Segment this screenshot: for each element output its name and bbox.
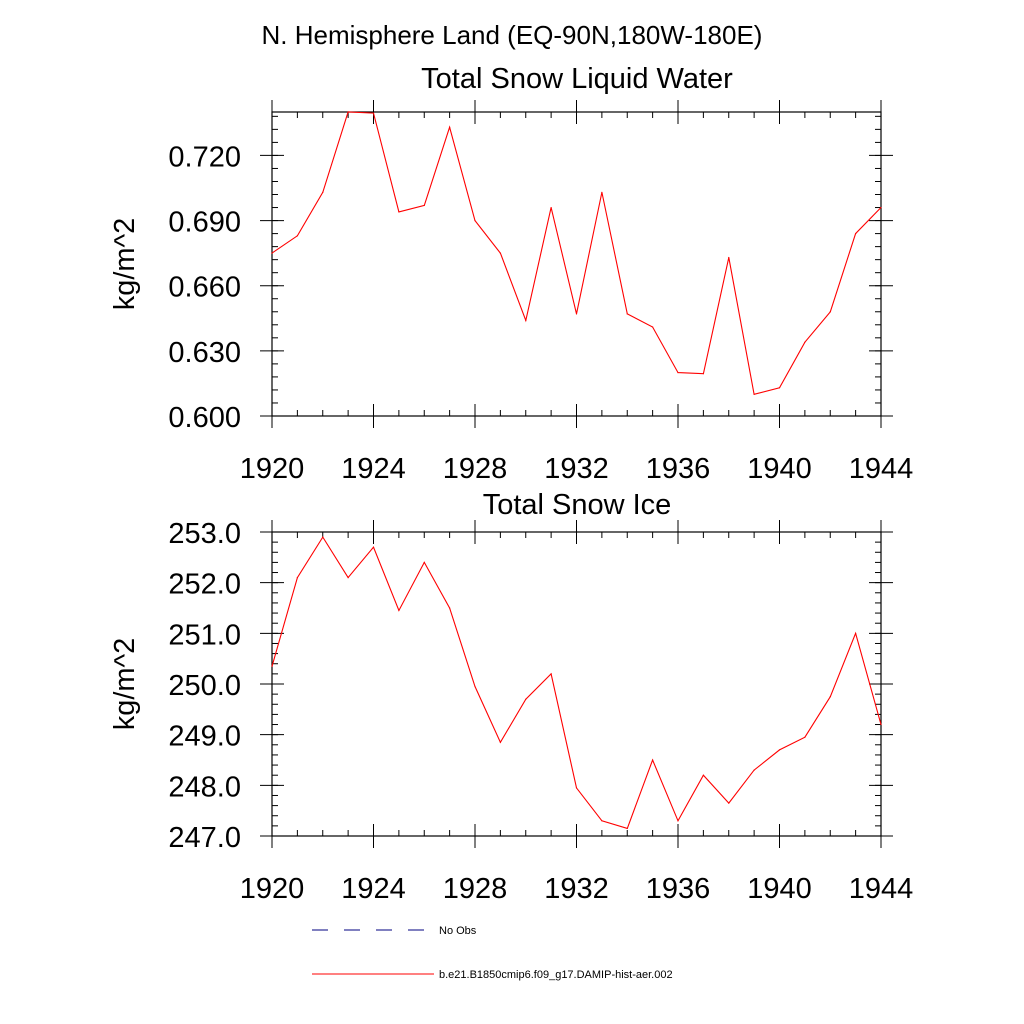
y-tick-label: 253.0 (168, 518, 241, 550)
x-tick-label: 1928 (443, 873, 508, 905)
x-tick-label: 1932 (544, 873, 609, 905)
panel-snow-liquid-water: Total Snow Liquid Water kg/m^2 1920 1924 1… (109, 63, 913, 485)
data-point (880, 723, 882, 726)
data-point (778, 387, 781, 389)
y-tick-label: 247.0 (168, 822, 241, 854)
data-point (855, 233, 857, 235)
x-tick-label: 1928 (443, 453, 508, 485)
data-point (855, 632, 857, 634)
data-point (626, 827, 628, 830)
data-point (347, 111, 349, 113)
data-point (753, 769, 755, 771)
data-point (525, 698, 527, 700)
data-point (550, 673, 552, 675)
data-point (322, 536, 324, 538)
series-line (271, 111, 882, 395)
data-point (880, 206, 882, 209)
data-point (398, 211, 400, 213)
data-point (347, 577, 349, 579)
panel-snow-ice: Total Snow Ice kg/m^2 1920 1924 1928 1932 19… (109, 489, 913, 905)
data-point (829, 696, 831, 698)
legend-label: b.e21.B1850cmip6.f09_g17.DAMIP-hist-aer.… (439, 969, 673, 981)
x-tick-label: 1920 (240, 453, 305, 485)
y-axis-label: kg/m^2 (109, 638, 141, 731)
y-tick-label: 250.0 (168, 670, 241, 702)
legend-label: No Obs (439, 925, 477, 937)
data-point (601, 191, 603, 193)
plot-frame (271, 531, 882, 837)
data-point (474, 685, 476, 688)
y-axis-label: kg/m^2 (109, 218, 141, 311)
x-tick-label: 1924 (341, 453, 406, 485)
data-point (575, 313, 578, 315)
x-tick-label: 1944 (849, 873, 914, 905)
x-tick-label: 1944 (849, 453, 914, 485)
data-point (372, 112, 375, 114)
data-point (271, 665, 273, 667)
data-point (728, 802, 730, 804)
legend: No Obs b.e21.B1850cmip6.f09_g17.DAMIP-hi… (312, 925, 673, 981)
data-point (829, 311, 831, 313)
data-point (423, 204, 425, 206)
data-point (753, 393, 755, 395)
x-tick-label: 1924 (341, 873, 406, 905)
data-point (778, 749, 781, 751)
y-tick-label: 249.0 (168, 721, 241, 753)
data-point (575, 787, 578, 789)
data-point (449, 607, 451, 609)
suptitle: N. Hemisphere Land (EQ-90N,180W-180E) (262, 20, 763, 50)
data-point (372, 546, 375, 548)
data-point (702, 774, 704, 776)
series-line (271, 536, 882, 830)
y-tick-label: 0.720 (168, 141, 241, 173)
data-point (804, 341, 806, 343)
x-tick-label: 1920 (240, 873, 305, 905)
data-point (728, 256, 730, 259)
data-point (702, 373, 704, 375)
data-point (677, 820, 679, 822)
y-tick-label: 0.690 (168, 207, 241, 239)
data-point (652, 759, 654, 761)
x-tick-label: 1932 (544, 453, 609, 485)
x-tick-label: 1936 (646, 453, 711, 485)
panel-title: Total Snow Ice (483, 489, 672, 521)
x-tick-label: 1940 (747, 453, 812, 485)
data-point (322, 191, 324, 193)
y-tick-label: 248.0 (168, 771, 241, 803)
data-point (601, 820, 603, 822)
data-point (474, 219, 476, 222)
y-tick-label: 0.630 (168, 337, 241, 369)
data-point (398, 609, 400, 612)
data-point (652, 326, 654, 328)
data-point (271, 252, 273, 254)
data-point (499, 741, 501, 743)
legend-entry-no-obs: No Obs (312, 925, 477, 937)
data-point (550, 206, 552, 209)
y-tick-label: 0.660 (168, 272, 241, 304)
x-tick-label: 1936 (646, 873, 711, 905)
data-point (423, 561, 425, 564)
y-tick-label: 251.0 (168, 619, 241, 651)
data-point (296, 235, 298, 237)
legend-entry-model: b.e21.B1850cmip6.f09_g17.DAMIP-hist-aer.… (312, 969, 673, 981)
data-point (296, 577, 298, 579)
data-point (677, 371, 679, 374)
panel-title: Total Snow Liquid Water (421, 63, 733, 95)
data-point (804, 736, 806, 738)
y-tick-label: 0.600 (168, 402, 241, 434)
x-tick-label: 1940 (747, 873, 812, 905)
data-point (626, 313, 628, 315)
data-point (449, 126, 451, 128)
y-tick-label: 252.0 (168, 569, 241, 601)
data-point (525, 319, 527, 322)
data-point (499, 252, 501, 254)
